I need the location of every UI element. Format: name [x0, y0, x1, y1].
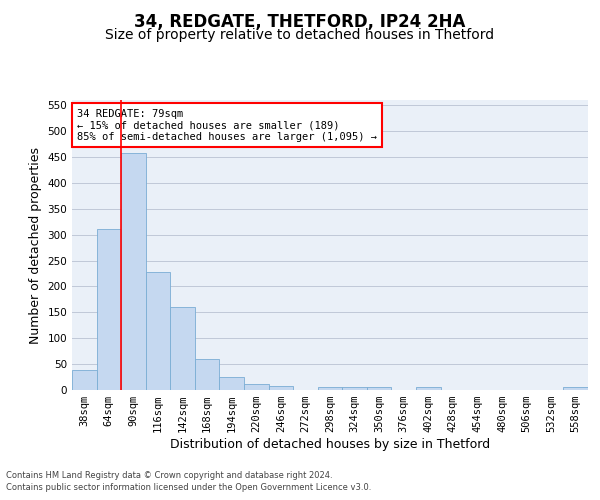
Text: Contains HM Land Registry data © Crown copyright and database right 2024.: Contains HM Land Registry data © Crown c…	[6, 471, 332, 480]
Text: Size of property relative to detached houses in Thetford: Size of property relative to detached ho…	[106, 28, 494, 42]
Bar	[244, 384, 269, 390]
Y-axis label: Number of detached properties: Number of detached properties	[29, 146, 42, 344]
Bar	[563, 388, 588, 390]
Bar	[97, 229, 121, 390]
Bar	[416, 388, 440, 390]
Bar	[170, 306, 195, 390]
Text: Contains public sector information licensed under the Open Government Licence v3: Contains public sector information licen…	[6, 484, 371, 492]
Bar	[342, 387, 367, 390]
Bar	[146, 272, 170, 390]
Bar	[195, 360, 220, 390]
Bar	[72, 370, 97, 390]
Text: 34, REDGATE, THETFORD, IP24 2HA: 34, REDGATE, THETFORD, IP24 2HA	[134, 12, 466, 30]
Bar	[367, 387, 391, 390]
Bar	[220, 377, 244, 390]
Bar	[121, 154, 146, 390]
Bar	[269, 386, 293, 390]
Text: 34 REDGATE: 79sqm
← 15% of detached houses are smaller (189)
85% of semi-detache: 34 REDGATE: 79sqm ← 15% of detached hous…	[77, 108, 377, 142]
Bar	[318, 388, 342, 390]
X-axis label: Distribution of detached houses by size in Thetford: Distribution of detached houses by size …	[170, 438, 490, 451]
